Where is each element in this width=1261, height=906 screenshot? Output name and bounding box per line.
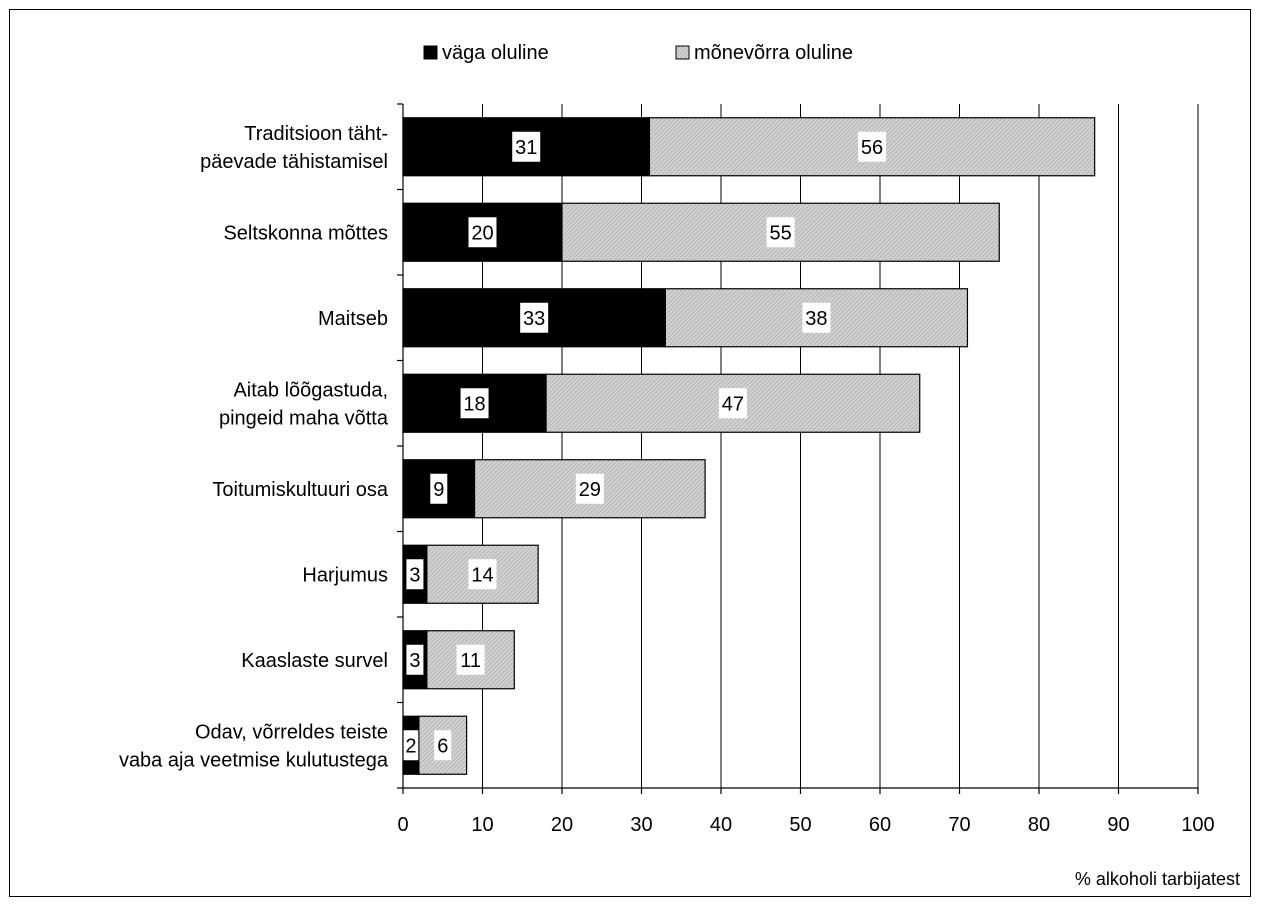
x-axis-title: % alkoholi tarbijatest xyxy=(1075,869,1240,889)
data-label-box xyxy=(802,302,831,333)
data-label: 3 xyxy=(409,650,420,672)
category-label: Traditsioon täht- xyxy=(244,123,388,145)
category-label: Aitab lõõgastuda, xyxy=(233,379,388,401)
legend-swatch-monevorra-oluline xyxy=(675,45,690,60)
category-label: Maitseb xyxy=(318,308,388,330)
axis-layer: Traditsioon täht-päevade tähistamisel Sel… xyxy=(119,103,1240,889)
category-label: Seltskonna mõttes xyxy=(223,222,388,244)
data-label: 31 xyxy=(515,137,537,159)
data-label: 6 xyxy=(437,735,448,757)
legend-swatch-vaga-oluline xyxy=(423,45,438,60)
category-label: pingeid maha võtta xyxy=(219,407,389,429)
data-label-box xyxy=(460,388,489,419)
data-label: 33 xyxy=(523,308,545,330)
data-label: 2 xyxy=(405,735,416,757)
x-tick-label: 80 xyxy=(1028,814,1050,836)
data-label-box xyxy=(430,473,448,504)
data-label: 9 xyxy=(433,479,444,501)
x-tick-label: 10 xyxy=(471,814,493,836)
category-label: Toitumiskultuuri osa xyxy=(212,479,389,501)
data-label: 38 xyxy=(805,308,827,330)
legend-label: mõnevõrra oluline xyxy=(694,42,853,64)
legend-label: väga oluline xyxy=(442,42,549,64)
data-label-box xyxy=(520,302,549,333)
x-tick-label: 100 xyxy=(1181,814,1214,836)
data-label-box xyxy=(858,131,887,162)
category-label: päevade tähistamisel xyxy=(200,151,388,173)
data-label-box xyxy=(718,388,747,419)
data-label: 55 xyxy=(770,222,792,244)
x-tick-label: 30 xyxy=(630,814,652,836)
data-label-box xyxy=(406,559,424,590)
category-label: vaba aja veetmise kulutustega xyxy=(119,749,389,771)
data-label-box xyxy=(468,559,497,590)
data-label-box xyxy=(402,730,420,761)
data-label: 11 xyxy=(460,650,481,672)
data-label: 47 xyxy=(722,393,744,415)
x-tick-label: 60 xyxy=(869,814,891,836)
x-tick-label: 90 xyxy=(1107,814,1129,836)
x-tick-label: 0 xyxy=(397,814,408,836)
category-label: Odav, võrreldes teiste xyxy=(195,721,388,743)
data-label: 14 xyxy=(471,564,493,586)
data-label: 29 xyxy=(579,479,601,501)
bar-layer: 31 56 20 55 33 38 18 47 9 29 3 14 3 11 2 6 xyxy=(402,117,1096,775)
data-label-box xyxy=(575,473,604,504)
x-tick-label: 70 xyxy=(948,814,970,836)
data-label-box xyxy=(456,644,485,675)
bar-monevorra-oluline xyxy=(426,544,539,604)
data-label-box xyxy=(434,730,452,761)
category-label: Kaaslaste survel xyxy=(241,650,388,672)
data-label: 20 xyxy=(471,222,493,244)
category-label: Harjumus xyxy=(302,564,388,586)
legend: väga oluline mõnevõrra oluline xyxy=(423,42,853,64)
data-label: 18 xyxy=(463,393,485,415)
x-tick-label: 20 xyxy=(551,814,573,836)
data-label: 56 xyxy=(861,137,883,159)
data-label-box xyxy=(468,217,497,248)
data-label-box xyxy=(766,217,795,248)
data-label-box xyxy=(512,131,541,162)
x-tick-label: 50 xyxy=(789,814,811,836)
x-tick-label: 40 xyxy=(710,814,732,836)
data-label: 3 xyxy=(409,564,420,586)
data-label-box xyxy=(406,644,424,675)
